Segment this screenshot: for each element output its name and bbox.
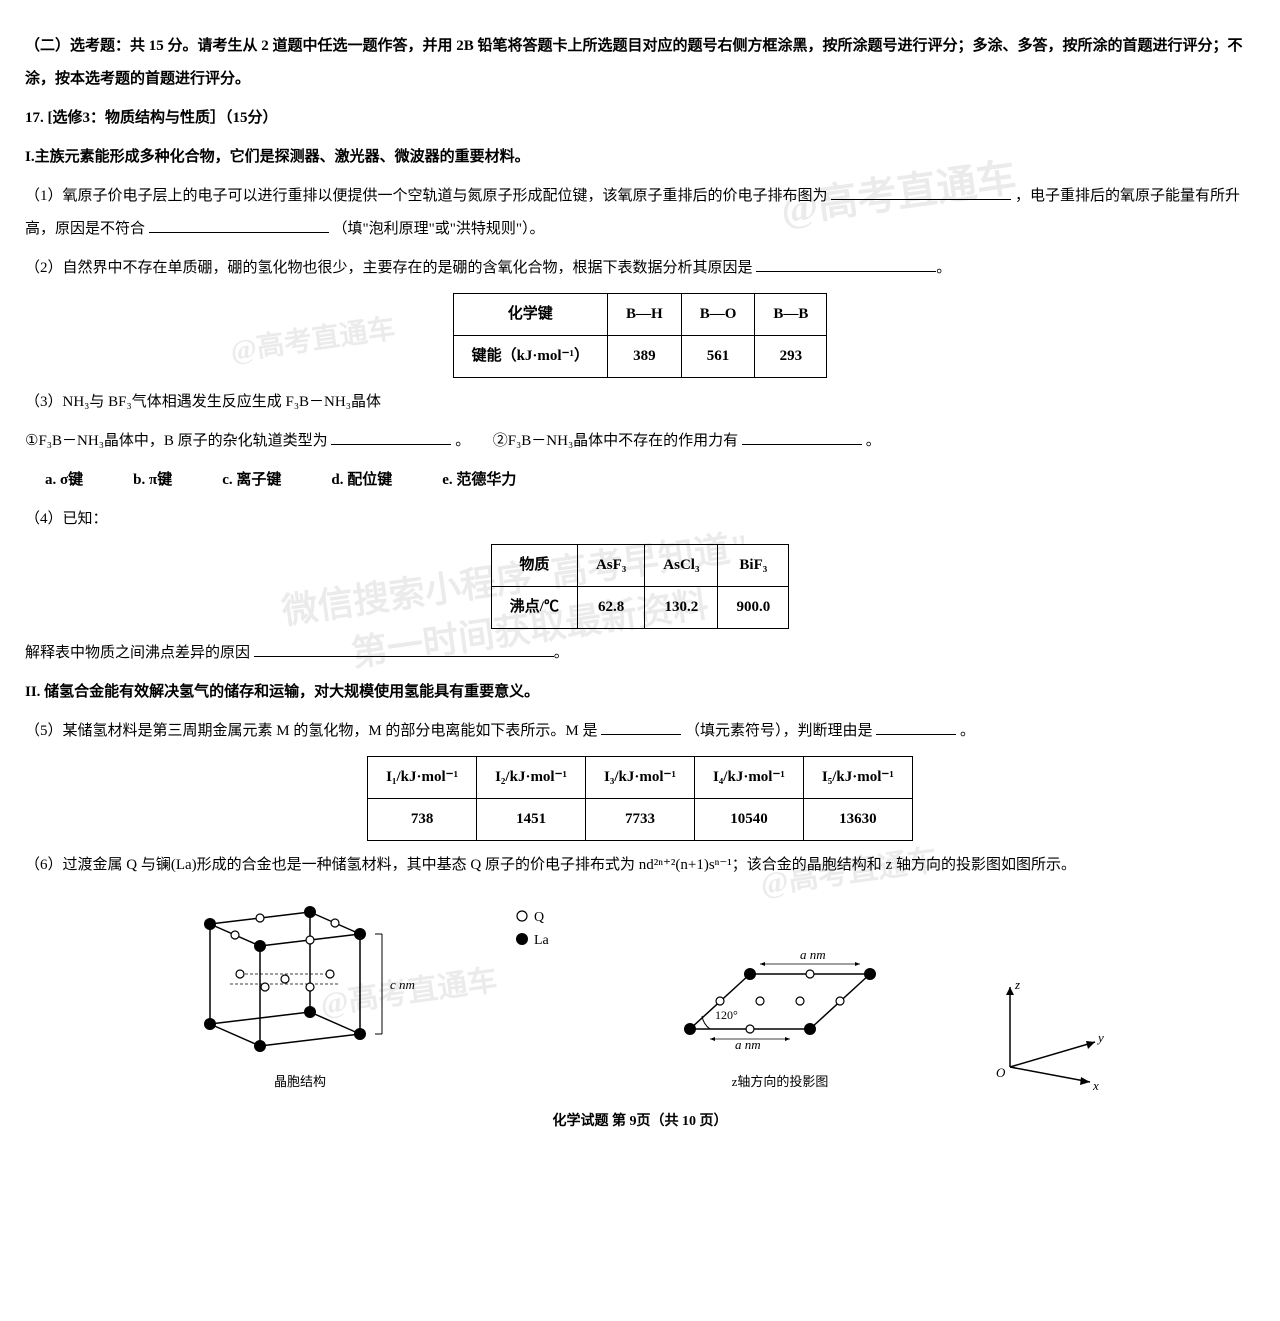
sub3-1a: ①F₃B－NH₃晶体中，B 原子的杂化轨道类型为 bbox=[25, 433, 328, 449]
sub-question-2: （2）自然界中不存在单质硼，硼的氢化物也很少，主要存在的是硼的含氧化合物，根据下… bbox=[25, 252, 1255, 285]
choice-e: e. 范德华力 bbox=[442, 464, 516, 497]
sub-question-5: （5）某储氢材料是第三周期金属元素 M 的氢化物，M 的部分电离能如下表所示。M… bbox=[25, 715, 1255, 748]
page-footer: 化学试题 第 9页（共 10 页） bbox=[25, 1107, 1255, 1138]
table-row: 沸点/℃ 62.8 130.2 900.0 bbox=[491, 587, 788, 629]
table-header-cell: I₁/kJ·mol⁻¹ bbox=[368, 757, 477, 799]
sub5-text-b: （填元素符号），判断理由是 bbox=[685, 723, 873, 739]
diagram-legend: Q La bbox=[510, 904, 580, 967]
label-c-nm: c nm bbox=[390, 977, 415, 992]
part-i-intro: I.主族元素能形成多种化合物，它们是探测器、激光器、微波器的重要材料。 bbox=[25, 141, 1255, 174]
table-header-cell: B—B bbox=[755, 294, 827, 336]
table-cell: 10540 bbox=[694, 799, 803, 841]
table-header-cell: I₄/kJ·mol⁻¹ bbox=[694, 757, 803, 799]
table-cell: BiF₃ bbox=[718, 545, 789, 587]
table-cell: 900.0 bbox=[718, 587, 789, 629]
sub-question-3: （3）NH₃与 BF₃气体相遇发生反应生成 F₃B－NH₃晶体 bbox=[25, 386, 1255, 419]
caption-unit-cell: 晶胞结构 bbox=[274, 1068, 326, 1097]
sub3-1b: 。 bbox=[455, 433, 470, 449]
axis-x-label: x bbox=[1092, 1078, 1099, 1093]
table-row: I₁/kJ·mol⁻¹ I₂/kJ·mol⁻¹ I₃/kJ·mol⁻¹ I₄/k… bbox=[368, 757, 913, 799]
sub5-text-c: 。 bbox=[960, 723, 975, 739]
table-cell: AsF₃ bbox=[577, 545, 644, 587]
table-header-cell: B—H bbox=[608, 294, 682, 336]
blank-5b[interactable] bbox=[876, 720, 956, 735]
table-cell: 13630 bbox=[803, 799, 912, 841]
table-header-cell: I₃/kJ·mol⁻¹ bbox=[586, 757, 695, 799]
table-header-cell: B—O bbox=[681, 294, 755, 336]
part-ii-intro: II. 储氢合金能有效解决氢气的储存和运输，对大规模使用氢能具有重要意义。 bbox=[25, 676, 1255, 709]
table-cell: 沸点/℃ bbox=[491, 587, 577, 629]
sub4-explain-text: 解释表中物质之间沸点差异的原因 bbox=[25, 645, 250, 661]
table-row: 738 1451 7733 10540 13630 bbox=[368, 799, 913, 841]
legend-la-label: La bbox=[534, 933, 550, 948]
table-header-cell: 化学键 bbox=[453, 294, 607, 336]
blank-2[interactable] bbox=[756, 257, 936, 272]
table-ionization-energy: I₁/kJ·mol⁻¹ I₂/kJ·mol⁻¹ I₃/kJ·mol⁻¹ I₄/k… bbox=[367, 756, 913, 841]
diagram-axes: z y x O bbox=[980, 977, 1110, 1097]
unit-cell-svg: c nm bbox=[170, 894, 430, 1064]
table-cell: 389 bbox=[608, 336, 682, 378]
table-cell: 1451 bbox=[477, 799, 586, 841]
sub-question-6: （6）过渡金属 Q 与镧(La)形成的合金也是一种储氢材料，其中基态 Q 原子的… bbox=[25, 849, 1255, 882]
choice-b: b. π键 bbox=[133, 464, 172, 497]
diagram-container: c nm 晶胞结构 Q La bbox=[25, 894, 1255, 1097]
blank-4[interactable] bbox=[254, 642, 554, 657]
table-bond-energy: 化学键 B—H B—O B—B 键能（kJ·mol⁻¹） 389 561 293 bbox=[453, 293, 828, 378]
axis-z-label: z bbox=[1014, 977, 1020, 992]
table-header-cell: I₂/kJ·mol⁻¹ bbox=[477, 757, 586, 799]
table-row: 键能（kJ·mol⁻¹） 389 561 293 bbox=[453, 336, 827, 378]
legend-q-label: Q bbox=[534, 910, 544, 925]
watermark: @高考直通车 bbox=[227, 299, 400, 383]
question-17-title: 17. [选修3：物质结构与性质］（15分） bbox=[25, 102, 1255, 135]
choice-d: d. 配位键 bbox=[331, 464, 392, 497]
table-cell: 62.8 bbox=[577, 587, 644, 629]
table-cell: 293 bbox=[755, 336, 827, 378]
table-cell: 130.2 bbox=[645, 587, 718, 629]
table-cell: AsCl₃ bbox=[645, 545, 718, 587]
sub3-2b: 。 bbox=[866, 433, 881, 449]
blank-1b[interactable] bbox=[149, 218, 329, 233]
section-instruction: （二）选考题：共 15 分。请考生从 2 道题中任选一题作答，并用 2B 铅笔将… bbox=[25, 30, 1255, 96]
angle-label: 120° bbox=[715, 1008, 738, 1022]
choice-c: c. 离子键 bbox=[222, 464, 281, 497]
origin-label: O bbox=[996, 1065, 1006, 1080]
blank-5a[interactable] bbox=[601, 720, 681, 735]
axis-y-label: y bbox=[1096, 1030, 1104, 1045]
label-a-top: a nm bbox=[800, 947, 826, 962]
sub2-text: （2）自然界中不存在单质硼，硼的氢化物也很少，主要存在的是硼的含氧化合物，根据下… bbox=[25, 260, 753, 276]
sub1-text-a: （1）氧原子价电子层上的电子可以进行重排以便提供一个空轨道与氮原子形成配位键，该… bbox=[25, 188, 828, 204]
choice-list: a. σ键 b. π键 c. 离子键 d. 配位键 e. 范德华力 bbox=[45, 464, 1255, 497]
diagram-unit-cell: c nm 晶胞结构 bbox=[170, 894, 430, 1097]
table-cell: 561 bbox=[681, 336, 755, 378]
sub4-explain: 解释表中物质之间沸点差异的原因 。 bbox=[25, 637, 1255, 670]
axes-svg: z y x O bbox=[980, 977, 1110, 1097]
table-cell: 738 bbox=[368, 799, 477, 841]
sub3-2a: ②F₃B－NH₃晶体中不存在的作用力有 bbox=[493, 433, 738, 449]
table-row: 物质 AsF₃ AsCl₃ BiF₃ bbox=[491, 545, 788, 587]
sub-question-4: （4）已知： bbox=[25, 503, 1255, 536]
diagram-projection: 120° a nm a nm z轴方向的投影图 bbox=[660, 934, 900, 1097]
projection-svg: 120° a nm a nm bbox=[660, 934, 900, 1064]
sub-question-3-parts: ①F₃B－NH₃晶体中，B 原子的杂化轨道类型为 。 ②F₃B－NH₃晶体中不存… bbox=[25, 425, 1255, 458]
sub5-text-a: （5）某储氢材料是第三周期金属元素 M 的氢化物，M 的部分电离能如下表所示。M… bbox=[25, 723, 598, 739]
caption-projection: z轴方向的投影图 bbox=[732, 1068, 829, 1097]
table-cell: 7733 bbox=[586, 799, 695, 841]
table-header-cell: I₅/kJ·mol⁻¹ bbox=[803, 757, 912, 799]
table-cell: 键能（kJ·mol⁻¹） bbox=[453, 336, 607, 378]
table-row: 化学键 B—H B—O B—B bbox=[453, 294, 827, 336]
sub1-text-c: （填"泡利原理"或"洪特规则"）。 bbox=[333, 221, 545, 237]
table-cell: 物质 bbox=[491, 545, 577, 587]
blank-3-1[interactable] bbox=[331, 430, 451, 445]
table-boiling-point: 物质 AsF₃ AsCl₃ BiF₃ 沸点/℃ 62.8 130.2 900.0 bbox=[491, 544, 789, 629]
choice-a: a. σ键 bbox=[45, 464, 83, 497]
blank-1a[interactable] bbox=[831, 185, 1011, 200]
sub-question-1: （1）氧原子价电子层上的电子可以进行重排以便提供一个空轨道与氮原子形成配位键，该… bbox=[25, 180, 1255, 246]
blank-3-2[interactable] bbox=[742, 430, 862, 445]
